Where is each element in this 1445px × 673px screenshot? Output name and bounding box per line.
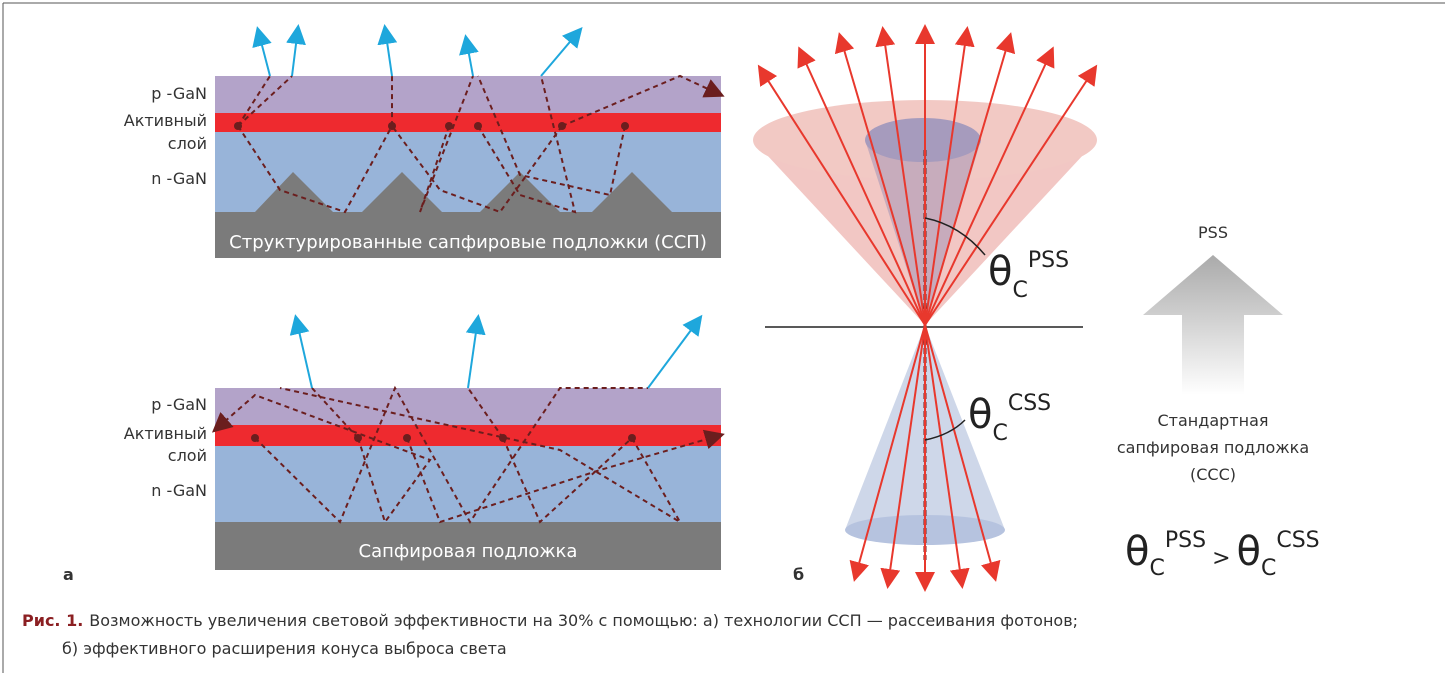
panel-label: б bbox=[793, 565, 804, 584]
layer-label: n -GaN bbox=[151, 169, 207, 188]
theta-pss: θCPSS bbox=[988, 248, 1069, 303]
comparison: θCPSS>θCCSS bbox=[1125, 528, 1320, 581]
layer-label: p -GaN bbox=[151, 84, 207, 103]
arrow-label: сапфировая подложка bbox=[1117, 438, 1309, 457]
improvement-arrow bbox=[1143, 255, 1283, 395]
css-stack bbox=[215, 318, 721, 570]
caption: б) эффективного расширения конуса выброс… bbox=[62, 639, 507, 658]
pss-stack bbox=[215, 28, 721, 258]
caption: Рис. 1.Возможность увеличения световой э… bbox=[22, 611, 1078, 630]
layer-label: слой bbox=[168, 446, 207, 465]
figure: p -GaN Активный слой n -GaN Структуриров… bbox=[0, 0, 1445, 673]
arrow-label: PSS bbox=[1198, 223, 1228, 242]
substrate-label: Структурированные сапфировые подложки (С… bbox=[229, 232, 707, 253]
arrow-label: (ССС) bbox=[1190, 465, 1236, 484]
theta-css: θCCSS bbox=[968, 391, 1051, 446]
layer-label: Активный bbox=[124, 424, 207, 443]
layer-label: n -GaN bbox=[151, 481, 207, 500]
cones bbox=[753, 28, 1097, 588]
layer-label: слой bbox=[168, 134, 207, 153]
layer-label: p -GaN bbox=[151, 395, 207, 414]
panel-label: а bbox=[63, 565, 74, 584]
layer-label: Активный bbox=[124, 111, 207, 130]
arrow-label: Стандартная bbox=[1158, 411, 1269, 430]
substrate-label: Сапфировая подложка bbox=[359, 541, 578, 562]
